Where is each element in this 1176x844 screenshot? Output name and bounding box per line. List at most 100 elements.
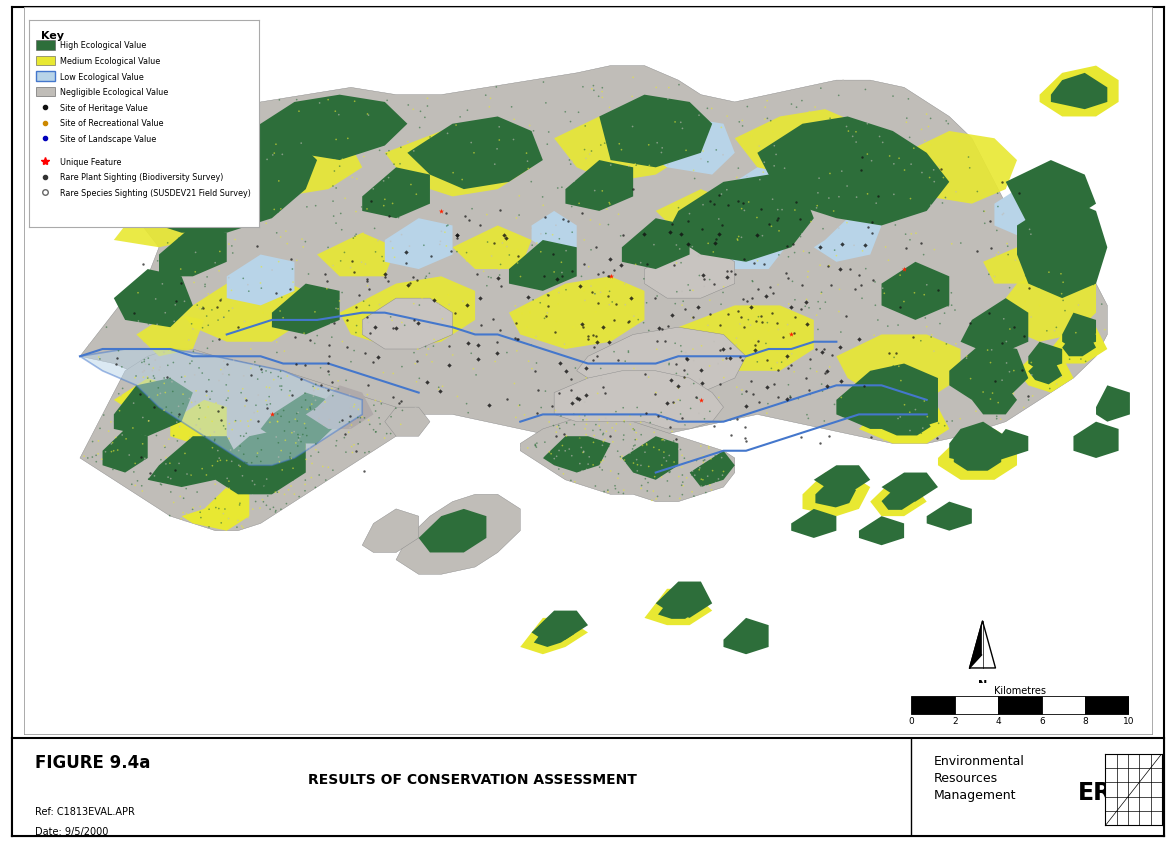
Point (576, 344, 595, 357)
Polygon shape (136, 132, 318, 234)
Point (882, 366, 901, 380)
Point (303, 380, 322, 393)
Point (878, 430, 897, 444)
Point (914, 249, 933, 262)
Point (911, 334, 930, 348)
Point (263, 149, 282, 163)
Point (737, 435, 756, 448)
Point (236, 427, 255, 441)
Polygon shape (927, 502, 971, 531)
Point (854, 420, 873, 434)
Point (714, 149, 733, 162)
Point (375, 268, 394, 282)
Point (356, 294, 375, 307)
Point (497, 346, 516, 360)
Point (806, 414, 824, 428)
Point (465, 363, 483, 376)
Point (570, 416, 589, 430)
Point (188, 485, 207, 499)
Point (410, 372, 429, 386)
Point (592, 362, 610, 376)
Point (687, 391, 706, 404)
Point (203, 475, 222, 489)
Point (235, 316, 254, 329)
Point (594, 321, 613, 334)
Point (169, 160, 188, 173)
Point (776, 268, 795, 281)
Point (221, 444, 240, 457)
Point (614, 434, 633, 447)
Point (768, 214, 787, 227)
Point (208, 300, 227, 314)
Point (333, 335, 352, 349)
Point (269, 256, 288, 269)
Point (175, 443, 194, 457)
Point (181, 357, 200, 371)
Point (779, 240, 797, 253)
Polygon shape (566, 161, 633, 212)
Point (807, 202, 826, 215)
Point (143, 466, 162, 479)
Point (301, 403, 320, 416)
Polygon shape (1096, 386, 1130, 422)
Point (800, 353, 818, 366)
Point (416, 270, 435, 284)
Point (105, 439, 123, 452)
Point (646, 292, 664, 306)
Point (920, 171, 938, 185)
Point (987, 249, 1005, 262)
Point (448, 230, 467, 243)
Point (874, 305, 893, 318)
Point (102, 437, 121, 451)
Point (973, 403, 991, 416)
Point (600, 440, 619, 453)
Point (347, 319, 366, 333)
Point (301, 450, 320, 463)
Point (219, 392, 238, 405)
Point (670, 487, 689, 500)
Point (346, 104, 365, 117)
Point (787, 196, 806, 209)
Point (236, 393, 255, 407)
Point (392, 395, 410, 408)
Point (374, 255, 393, 268)
Point (309, 446, 328, 459)
Point (282, 146, 301, 160)
Point (873, 414, 891, 427)
Point (258, 398, 276, 412)
Point (1022, 268, 1041, 281)
Point (684, 165, 703, 178)
Point (186, 467, 205, 480)
Point (133, 437, 152, 451)
Point (428, 197, 447, 210)
Point (223, 302, 242, 316)
Point (267, 227, 286, 241)
Point (985, 375, 1004, 388)
Point (262, 264, 281, 278)
Point (227, 521, 246, 534)
Polygon shape (509, 277, 644, 349)
Point (282, 426, 301, 440)
Point (261, 181, 280, 194)
Point (358, 203, 376, 216)
Point (891, 132, 910, 145)
Point (535, 312, 554, 326)
Point (936, 192, 955, 205)
Polygon shape (644, 117, 735, 176)
Point (599, 219, 617, 232)
Point (869, 190, 888, 203)
Point (721, 351, 740, 365)
Point (655, 452, 674, 465)
Point (589, 414, 608, 427)
Point (671, 443, 690, 457)
Point (971, 244, 990, 257)
Point (673, 122, 691, 136)
Point (145, 401, 163, 414)
Polygon shape (249, 95, 407, 161)
Point (820, 192, 838, 206)
Point (660, 466, 679, 479)
Point (686, 172, 704, 186)
Point (477, 208, 496, 222)
Point (564, 408, 583, 421)
Point (597, 464, 616, 478)
